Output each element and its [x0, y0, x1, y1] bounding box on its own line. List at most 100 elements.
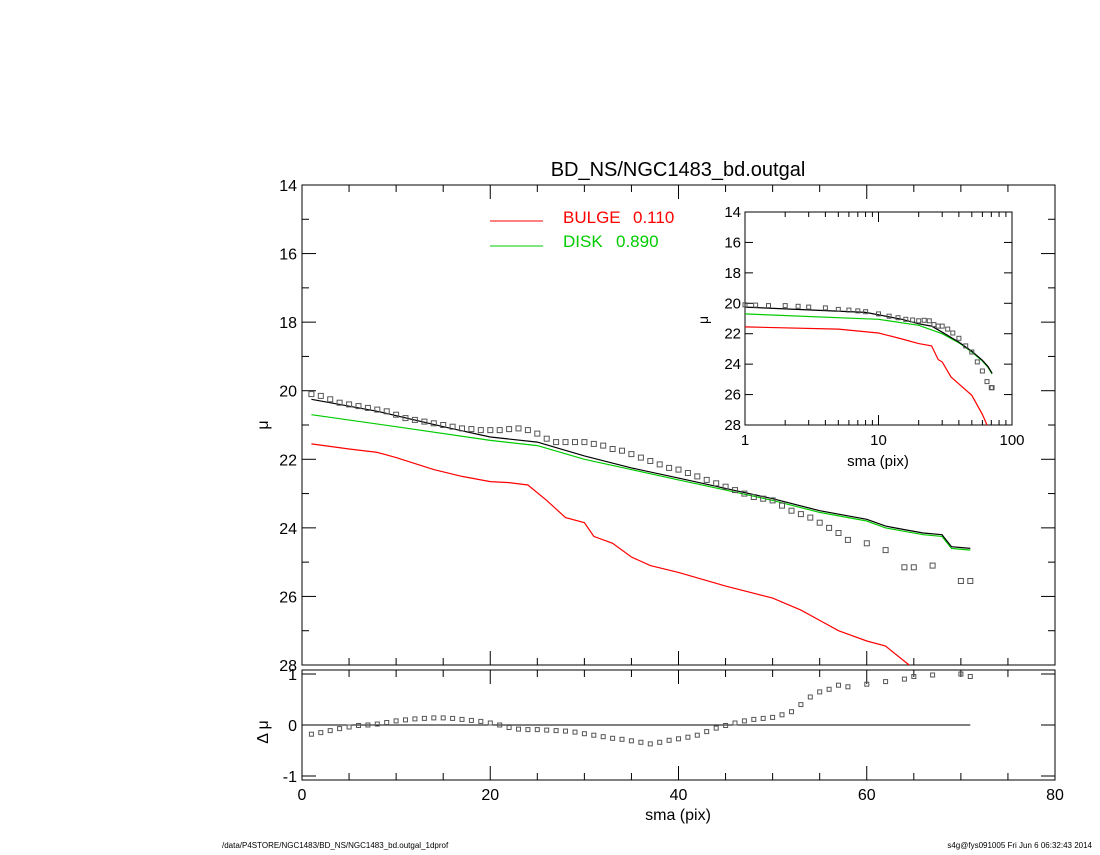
main-data-point	[628, 451, 635, 458]
residual-residual-point	[817, 689, 823, 695]
residual-residual-point	[450, 715, 456, 721]
inset-data-point	[921, 317, 927, 323]
inset-data-point	[945, 326, 951, 332]
main-data-point	[901, 564, 908, 571]
residual-residual-point	[468, 717, 474, 723]
residual-residual-point	[610, 735, 616, 741]
legend-disk-value: 0.890	[616, 232, 659, 251]
footer-timestamp: s4g@fys091005 Fri Jun 6 06:32:43 2014	[947, 841, 1092, 850]
residual-residual-point	[374, 721, 380, 727]
residual-residual-point	[779, 712, 785, 718]
main-data-point	[317, 392, 324, 399]
inset-y-axis-label: μ	[695, 316, 711, 324]
inset-series	[742, 302, 995, 426]
main-data-point	[402, 415, 409, 422]
main-y-tick-label: 14	[279, 178, 297, 195]
main-data-point	[826, 524, 833, 531]
main-data-point	[543, 435, 550, 442]
residual-residual-point	[440, 715, 446, 721]
inset-data-point	[876, 311, 881, 317]
main-data-point	[929, 562, 936, 569]
main-data-point	[364, 404, 371, 411]
inset-data-point	[974, 359, 980, 365]
main-data-point	[553, 439, 560, 446]
main-data-point	[477, 427, 484, 434]
inset-x-tick-label: 1	[741, 432, 749, 449]
residual-residual-point	[883, 679, 889, 685]
residual-x-axis-label: sma (pix)	[645, 807, 711, 824]
legend-disk-label: DISK	[563, 232, 603, 251]
inset-y-tick-label: 18	[724, 265, 741, 282]
residual-residual-point	[487, 720, 493, 726]
residual-residual-point	[412, 716, 418, 722]
residual-residual-point	[327, 728, 333, 734]
main-data-point	[506, 426, 513, 433]
residual-residual-point	[619, 736, 625, 742]
main-data-point	[609, 446, 616, 452]
main-total-line	[311, 398, 971, 549]
residual-residual-point	[318, 730, 324, 736]
main-data-point	[844, 536, 851, 543]
main-data-point	[750, 494, 757, 500]
main-data-point	[411, 416, 418, 423]
inset-data-point	[979, 368, 985, 374]
main-data-point	[515, 425, 522, 432]
inset-y-tick-label: 22	[724, 326, 741, 343]
main-data-point	[835, 530, 842, 536]
residual-residual-point	[308, 731, 314, 737]
residual-y-tick-label: 0	[288, 718, 297, 735]
chart-title: BD_NS/NGC1483_bd.outgal	[551, 159, 806, 181]
residual-residual-point	[572, 729, 578, 735]
main-data-point	[788, 507, 795, 514]
residual-residual-point	[911, 674, 917, 679]
inset-data-point	[846, 307, 852, 313]
main-y-tick-label: 20	[279, 384, 297, 401]
main-data-point	[355, 403, 362, 410]
inset-data-point	[766, 303, 771, 309]
inset-y-tick-label: 14	[724, 204, 741, 221]
inset-data-point	[963, 343, 969, 349]
legend: BULGE 0.110 DISK 0.890	[490, 208, 674, 251]
residual-residual-point	[967, 674, 973, 679]
residual-residual-point	[958, 671, 964, 677]
legend-bulge-value: 0.110	[633, 208, 674, 227]
main-data-point	[637, 454, 644, 461]
inset-x-tick-label: 100	[999, 432, 1024, 449]
residual-residual-point	[751, 716, 757, 722]
residual-residual-point	[638, 739, 644, 745]
inset-axes: 14 16 18 20 22 24 26 281 10 100	[724, 204, 1024, 449]
main-data-point	[459, 425, 465, 432]
residual-residual-point	[600, 734, 606, 740]
main-data-point	[807, 514, 814, 521]
residual-residual-point	[845, 684, 851, 690]
residual-y-tick-label: -1	[283, 769, 297, 786]
residual-residual-point	[563, 728, 568, 734]
residual-residual-point	[516, 726, 521, 732]
inset-data-point	[939, 323, 945, 329]
inset-data-point	[806, 304, 812, 310]
main-data-point	[910, 564, 917, 571]
main-data-point	[722, 483, 729, 490]
main-data-point	[863, 540, 870, 547]
main-data-point	[666, 464, 673, 471]
main-y-tick-label: 24	[279, 521, 297, 538]
main-data-point	[440, 422, 447, 428]
inset-data-point	[855, 308, 861, 314]
main-data-point	[327, 396, 334, 403]
main-data-point	[713, 480, 720, 487]
main-data-point	[524, 427, 531, 434]
residual-residual-point	[836, 682, 841, 688]
main-data-point	[383, 408, 390, 415]
residual-y-axis-label: Δ μ	[255, 720, 272, 743]
residual-y-tick-label: 1	[288, 667, 297, 684]
residual-residual-point	[723, 723, 729, 728]
residual-residual-point	[741, 718, 747, 724]
residual-residual-point	[676, 736, 681, 742]
main-data-point	[534, 430, 541, 437]
main-data-point	[600, 442, 607, 449]
residual-residual-point	[384, 720, 390, 725]
main-bulge-line	[311, 443, 910, 666]
